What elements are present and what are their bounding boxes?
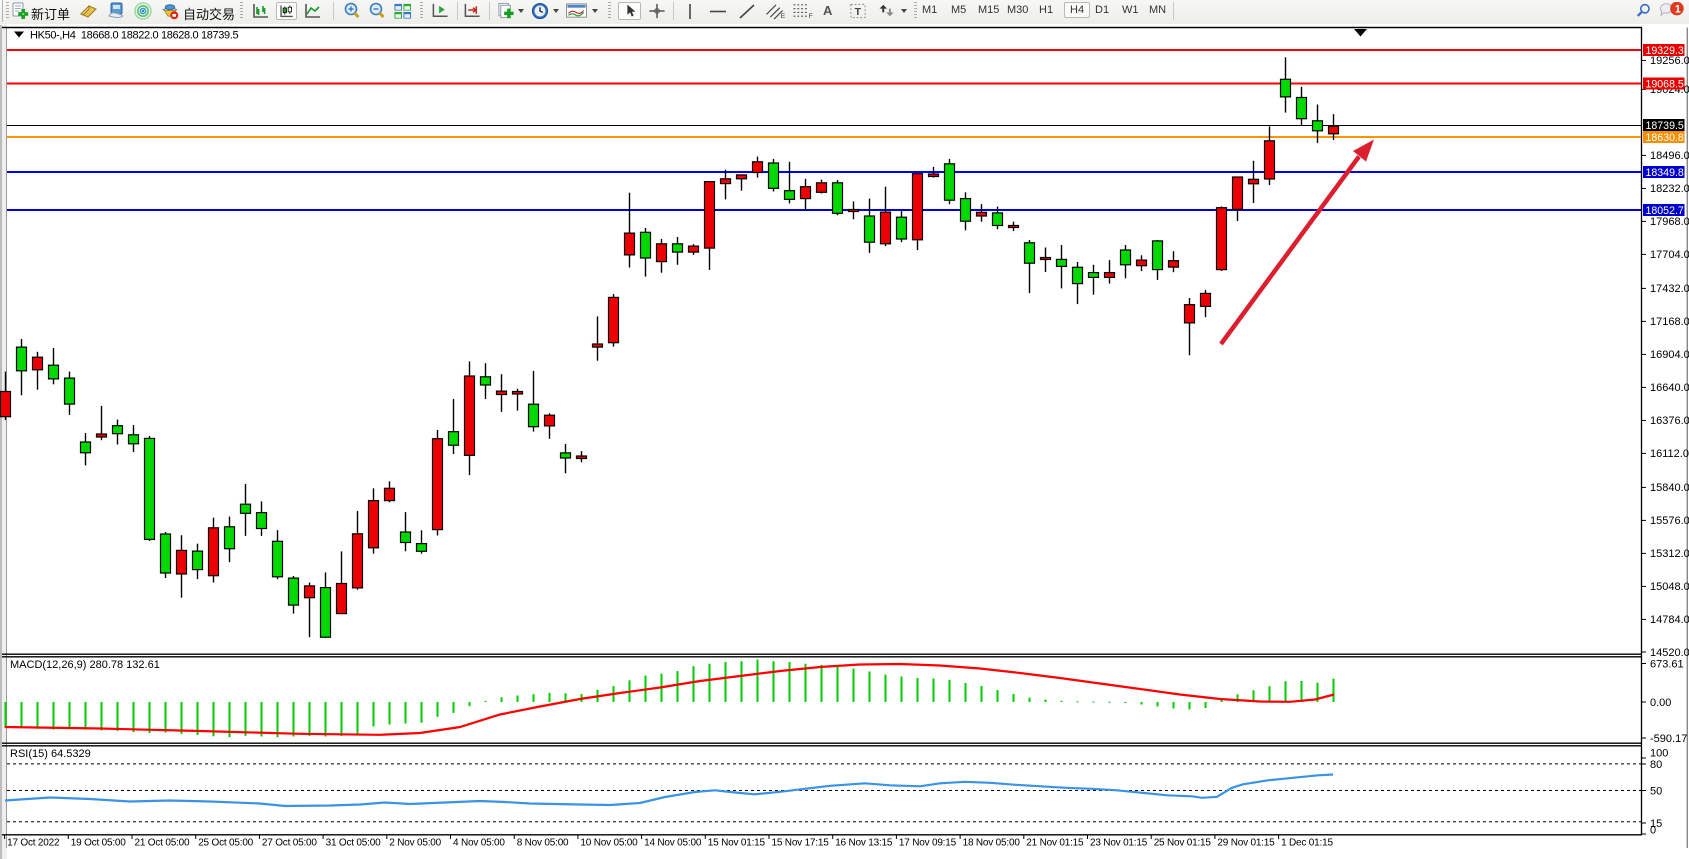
svg-text:19329.3: 19329.3: [1646, 45, 1684, 57]
svg-text:14520.0: 14520.0: [1650, 647, 1689, 659]
svg-text:1: 1: [1675, 3, 1681, 15]
svg-text:23 Nov 01:15: 23 Nov 01:15: [1090, 838, 1148, 849]
svg-text:18052.7: 18052.7: [1646, 205, 1684, 217]
svg-text:19256.0: 19256.0: [1650, 55, 1689, 67]
svg-text:16904.0: 16904.0: [1650, 349, 1689, 361]
svg-text:27 Oct 05:00: 27 Oct 05:00: [262, 838, 317, 849]
svg-text:2 Nov 05:00: 2 Nov 05:00: [389, 838, 441, 849]
svg-text:100: 100: [1650, 747, 1668, 759]
svg-text:17704.0: 17704.0: [1650, 249, 1689, 261]
svg-text:18496.0: 18496.0: [1650, 150, 1689, 162]
svg-text:29 Nov 01:15: 29 Nov 01:15: [1217, 838, 1275, 849]
svg-text:0: 0: [1650, 824, 1656, 836]
svg-text:RSI(15) 64.5329: RSI(15) 64.5329: [10, 748, 91, 760]
svg-text:1 Dec 01:15: 1 Dec 01:15: [1281, 838, 1333, 849]
svg-text:15312.0: 15312.0: [1650, 548, 1689, 560]
svg-text:17 Oct 2022: 17 Oct 2022: [7, 838, 60, 849]
svg-text:10 Nov 05:00: 10 Nov 05:00: [580, 838, 638, 849]
svg-text:15: 15: [1650, 818, 1662, 830]
svg-text:17 Nov 09:15: 17 Nov 09:15: [899, 838, 957, 849]
svg-text:18630.8: 18630.8: [1646, 132, 1684, 144]
svg-text:25 Oct 05:00: 25 Oct 05:00: [198, 838, 253, 849]
svg-text:25 Nov 01:15: 25 Nov 01:15: [1154, 838, 1212, 849]
svg-text:50: 50: [1650, 785, 1662, 797]
svg-text:T: T: [855, 7, 862, 18]
svg-text:E: E: [781, 13, 786, 20]
svg-text:14784.0: 14784.0: [1650, 614, 1689, 626]
svg-text:15048.0: 15048.0: [1650, 581, 1689, 593]
svg-text:16112.0: 16112.0: [1650, 448, 1689, 460]
svg-text:21 Oct 05:00: 21 Oct 05:00: [135, 838, 190, 849]
svg-text:21 Nov 01:15: 21 Nov 01:15: [1026, 838, 1084, 849]
svg-text:15576.0: 15576.0: [1650, 515, 1689, 527]
svg-text:19068.5: 19068.5: [1646, 78, 1684, 90]
svg-text:17432.0: 17432.0: [1650, 283, 1689, 295]
svg-text:18232.0: 18232.0: [1650, 183, 1689, 195]
svg-text:673.61: 673.61: [1650, 658, 1684, 670]
svg-text:16640.0: 16640.0: [1650, 382, 1689, 394]
svg-text:MACD(12,26,9) 280.78 132.61: MACD(12,26,9) 280.78 132.61: [10, 659, 160, 671]
svg-text:15 Nov 17:15: 15 Nov 17:15: [772, 838, 830, 849]
svg-text:8 Nov 05:00: 8 Nov 05:00: [517, 838, 569, 849]
svg-text:16 Nov 13:15: 16 Nov 13:15: [835, 838, 893, 849]
svg-text:18349.8: 18349.8: [1646, 167, 1684, 179]
svg-text:17968.0: 17968.0: [1650, 216, 1689, 228]
svg-text:0.00: 0.00: [1650, 697, 1671, 709]
svg-text:15 Nov 01:15: 15 Nov 01:15: [708, 838, 766, 849]
svg-text:14 Nov 05:00: 14 Nov 05:00: [644, 838, 702, 849]
svg-text:18739.5: 18739.5: [1646, 120, 1684, 132]
svg-text:80: 80: [1650, 759, 1662, 771]
svg-text:31 Oct 05:00: 31 Oct 05:00: [326, 838, 381, 849]
svg-text:15840.0: 15840.0: [1650, 482, 1689, 494]
svg-text:19 Oct 05:00: 19 Oct 05:00: [71, 838, 126, 849]
svg-text:F: F: [809, 13, 813, 20]
svg-text:-590.17: -590.17: [1650, 733, 1687, 745]
svg-text:18 Nov 05:00: 18 Nov 05:00: [963, 838, 1021, 849]
svg-text:17168.0: 17168.0: [1650, 316, 1689, 328]
svg-text:4 Nov 05:00: 4 Nov 05:00: [453, 838, 505, 849]
svg-text:16376.0: 16376.0: [1650, 415, 1689, 427]
svg-text:HK50-,H4 18668.0 18822.0 1862: HK50-,H4 18668.0 18822.0 18628.0 18739.5: [30, 30, 239, 42]
